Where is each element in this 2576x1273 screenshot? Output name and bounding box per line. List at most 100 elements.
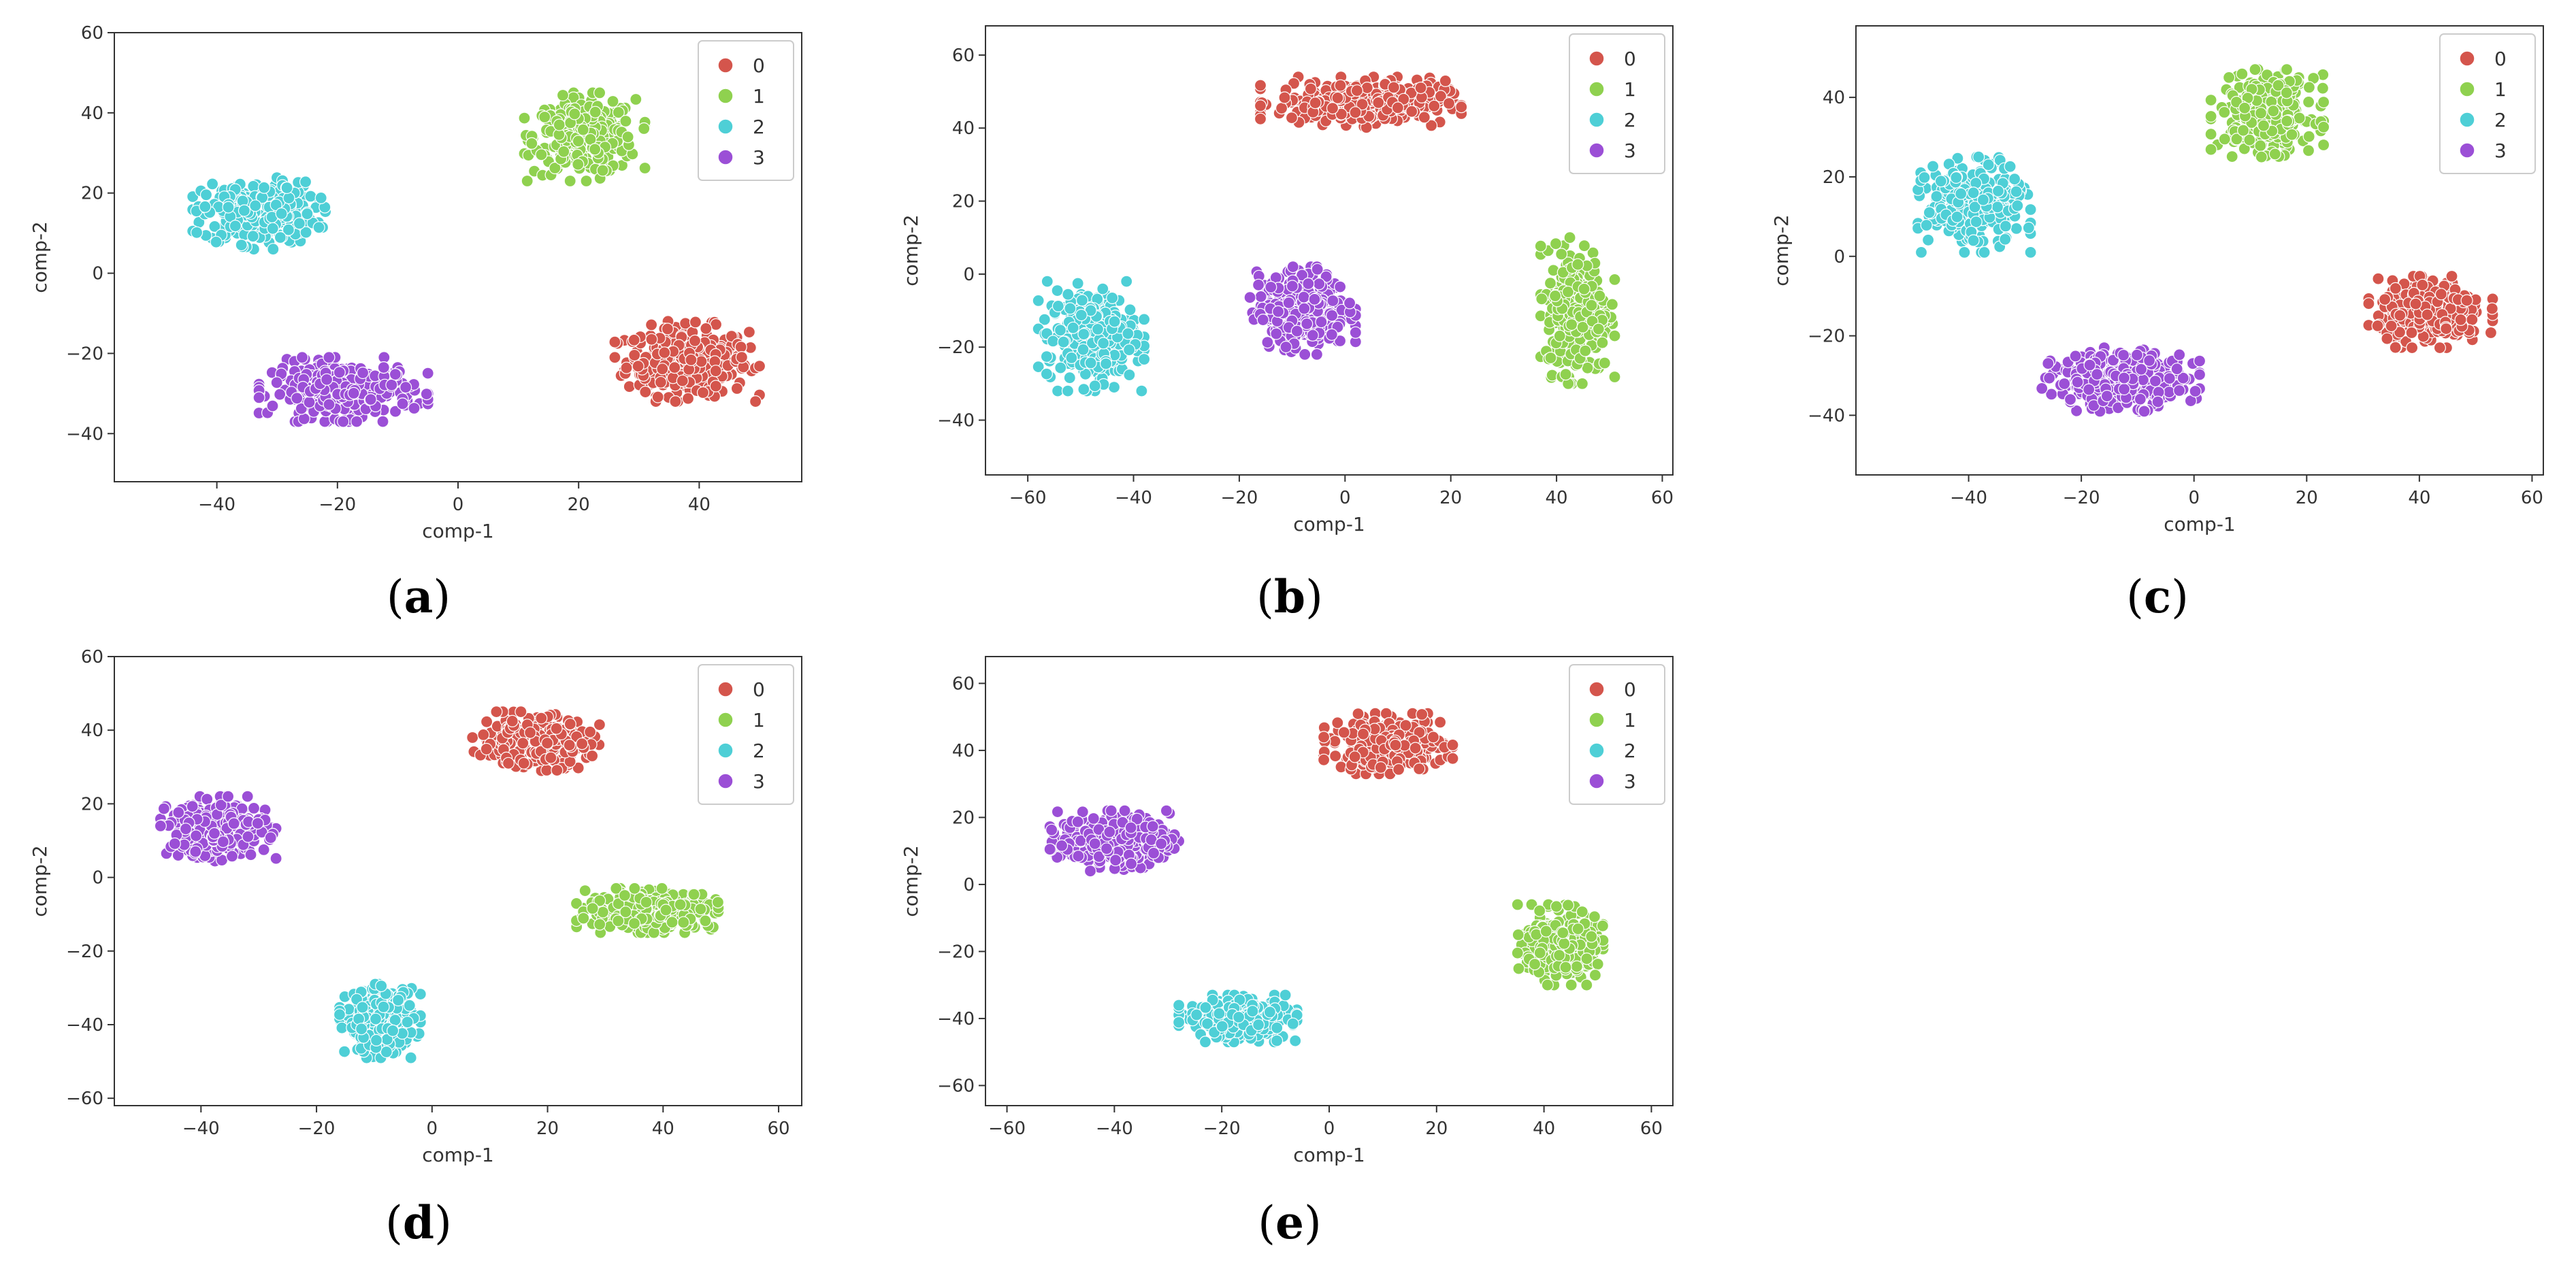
scatter-point (199, 200, 212, 213)
scatter-point (1972, 150, 1985, 163)
panel-caption: (a) (387, 570, 451, 623)
scatter-point (338, 1045, 351, 1058)
scatter-point (2454, 313, 2467, 326)
scatter-point (695, 355, 708, 368)
scatter-point (1254, 290, 1267, 303)
scatter-point (241, 790, 254, 803)
scatter-point (502, 757, 515, 770)
x-tick-label: 20 (2296, 488, 2318, 508)
scatter-point (1555, 248, 1568, 261)
scatter-point (1970, 215, 1983, 229)
scatter-point (1360, 82, 1373, 95)
scatter-point (578, 884, 591, 897)
scatter-point (1309, 97, 1322, 110)
caption-open-paren: ( (1256, 571, 1274, 623)
scatter-point (229, 220, 242, 233)
scatter-point (2317, 96, 2330, 109)
scatter-point (596, 164, 609, 177)
legend-label-0: 0 (753, 54, 765, 77)
scatter-point (2484, 326, 2497, 340)
scatter-point (2268, 148, 2281, 161)
scatter-point (314, 191, 327, 204)
series-1 (518, 86, 651, 188)
scatter-point (596, 906, 610, 919)
scatter-point (1579, 344, 1592, 357)
scatter-point (247, 180, 260, 193)
legend-marker-3 (2459, 142, 2475, 159)
scatter-point (350, 415, 363, 428)
x-tick-label: 20 (568, 495, 590, 515)
scatter-point (297, 412, 310, 425)
scatter-point (2445, 269, 2458, 283)
scatter-point (266, 399, 279, 412)
scatter-point (1047, 335, 1060, 348)
y-tick-label: −20 (66, 344, 103, 364)
scatter-point (564, 718, 576, 731)
scatter-point (572, 135, 585, 148)
scatter-point (1124, 303, 1137, 316)
y-tick-label: −40 (1808, 406, 1845, 426)
scatter-point (1106, 291, 1119, 304)
legend-label-3: 3 (2494, 139, 2507, 162)
scatter-point (2389, 341, 2402, 354)
scatter-point (375, 979, 388, 993)
scatter-point (1455, 101, 1468, 114)
y-tick-label: 40 (81, 103, 103, 124)
scatter-point (1088, 380, 1101, 393)
x-tick-label: −20 (2063, 488, 2100, 508)
scatter-point (1066, 321, 1079, 334)
scatter-point (257, 181, 271, 194)
scatter-point (1598, 357, 1611, 369)
scatter-point (1091, 323, 1105, 335)
scatter-point (651, 391, 664, 403)
scatter-point (621, 131, 634, 144)
scatter-point (1349, 106, 1362, 119)
scatter-point (549, 161, 561, 175)
scatter-point (2058, 377, 2071, 391)
scatter-point (1310, 348, 1324, 361)
scatter-point (1265, 280, 1277, 294)
panel-caption: (b) (1256, 570, 1323, 623)
scatter-point (589, 105, 602, 118)
scatter-point (1302, 277, 1315, 291)
scatter-point (2163, 372, 2176, 385)
scatter-point (606, 95, 619, 108)
scatter-point (377, 361, 390, 374)
scatter-point (356, 366, 370, 380)
scatter-point (1930, 190, 1943, 203)
scatter-point (618, 889, 632, 902)
scatter-point (1565, 318, 1578, 331)
scatter-point (274, 388, 287, 401)
scatter-point (396, 397, 409, 410)
scatter-point (2189, 384, 2202, 398)
scatter-point (404, 1051, 417, 1064)
scatter-point (620, 361, 633, 374)
legend-label-0: 0 (2494, 48, 2507, 70)
scatter-point (1544, 277, 1557, 290)
scatter-point (1927, 160, 1940, 173)
scatter-point (2249, 63, 2262, 76)
scatter-point (583, 725, 597, 738)
scatter-point (544, 751, 557, 764)
plot-area (114, 33, 802, 482)
scatter-point (2024, 203, 2037, 216)
scatter-point (2151, 395, 2164, 408)
scatter-point (391, 993, 405, 1007)
scatter-point (628, 348, 641, 362)
y-tick-label: 0 (1833, 247, 1845, 267)
scatter-point (490, 705, 503, 718)
scatter-point (2317, 120, 2330, 133)
scatter-point (249, 199, 262, 212)
scatter-point (333, 366, 346, 379)
scatter-point (668, 361, 681, 374)
scatter-point (2134, 393, 2147, 406)
scatter-point (694, 902, 707, 916)
scatter-point (2218, 105, 2231, 119)
scatter-point (2302, 144, 2315, 157)
panel-a: −40 −20 0 20 40−40−200204060comp-1comp-20123… (29, 23, 802, 623)
panel-b: −60 −40 −20 0 20 40 60−40−200204060comp-1comp-… (900, 25, 1674, 623)
legend-marker-1 (717, 88, 734, 104)
scatter-point (753, 359, 766, 373)
scatter-point (1290, 325, 1303, 337)
scatter-point (2011, 199, 2024, 212)
